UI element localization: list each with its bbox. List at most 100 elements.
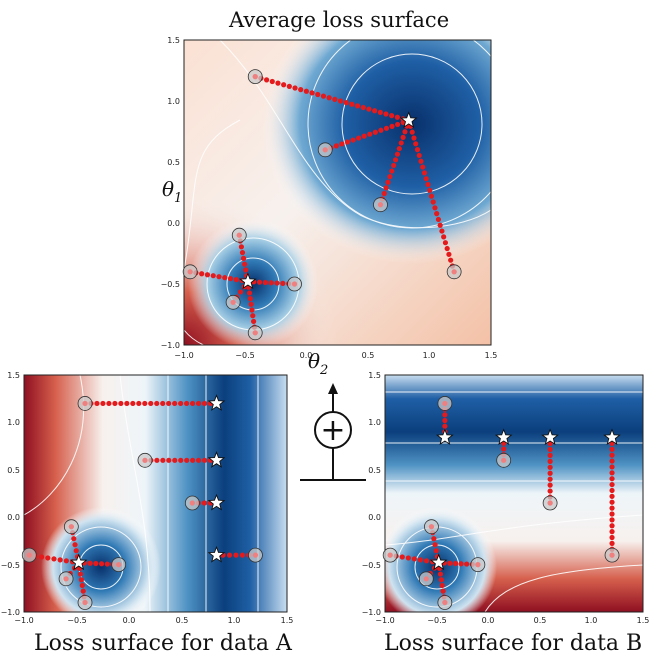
path-dot [166, 400, 172, 407]
path-dot [124, 400, 130, 407]
path-dot [118, 400, 124, 407]
minimum-star-icon [603, 428, 621, 446]
y-tick-label: 1.0 [167, 97, 180, 106]
path-dot [420, 164, 426, 170]
minimum-star-icon [238, 272, 257, 290]
path-dot [394, 151, 401, 157]
path-dot [201, 457, 208, 463]
path-dot [178, 457, 184, 463]
y-tick-label: 0.5 [7, 466, 20, 475]
path-dot [435, 216, 442, 223]
y-tick-label: 0.0 [167, 219, 180, 228]
path-dot [452, 560, 459, 567]
path-dot [442, 240, 449, 246]
x-tick-labels: −1.0 −0.5 0.0 0.5 1.0 1.5 [14, 616, 293, 625]
y-tick-label: −0.5 [161, 280, 180, 289]
minimum-star-icon [541, 428, 559, 446]
minimum-star-icon [207, 394, 226, 411]
path-dot [438, 577, 444, 583]
path-dot [172, 457, 178, 463]
start-point-dot [291, 281, 298, 287]
path-dot [394, 114, 400, 120]
path-dot [372, 129, 378, 135]
x-tick-label: 0.0 [300, 351, 313, 360]
y-tick-label: −1.0 [362, 608, 381, 617]
start-point-dot [377, 202, 384, 208]
path-dot [160, 400, 166, 407]
start-point-dot [236, 232, 242, 238]
path-dot [333, 143, 339, 149]
title-loss-surface-data-a: Loss surface for data A [34, 631, 292, 656]
path-dot [423, 176, 429, 182]
start-point-dot [322, 147, 328, 153]
minimum-star-icon [207, 451, 226, 468]
path-dot [250, 313, 256, 319]
x-tick-label: 0.5 [176, 616, 189, 625]
path-dot [434, 211, 440, 217]
theta2-symbol: θ [308, 349, 320, 373]
path-dot [233, 277, 239, 283]
path-dot [547, 482, 553, 488]
path-dot [274, 280, 280, 286]
path-dot [280, 280, 286, 286]
path-dot [78, 577, 85, 583]
x-tick-label: 1.0 [228, 616, 241, 625]
minimum-star-icon [435, 428, 454, 446]
path-dot [372, 108, 378, 114]
path-dot [439, 582, 445, 589]
path-dot [428, 193, 435, 199]
path-dot [547, 488, 553, 494]
path-dot [130, 400, 136, 407]
start-point-dot [387, 552, 393, 558]
path-dot [239, 249, 246, 256]
y-tick-label: 0.5 [167, 158, 180, 167]
path-dot [409, 129, 415, 135]
x-tick-label: 1.5 [485, 351, 498, 360]
y-tick-label: 0.5 [368, 466, 381, 475]
start-point-dot [547, 500, 553, 506]
path-dot [354, 103, 361, 109]
path-dot [94, 400, 100, 407]
path-dot [447, 560, 453, 566]
path-dot [243, 267, 249, 273]
path-dot [268, 280, 274, 286]
path-dot [609, 452, 615, 458]
path-dot [432, 205, 438, 211]
y-tick-label: 1.5 [7, 371, 20, 380]
path-dot [309, 90, 315, 96]
path-dot [210, 273, 216, 279]
path-dot [444, 245, 450, 252]
path-dot [383, 125, 390, 131]
path-dot [227, 276, 234, 282]
path-dot [439, 228, 445, 234]
path-dot [394, 121, 401, 128]
path-dot [80, 588, 86, 594]
path-dot [240, 255, 247, 261]
path-dot [356, 135, 362, 141]
path-dot [366, 106, 372, 112]
path-dot [609, 464, 615, 470]
path-dot [389, 113, 395, 119]
start-point-dot [442, 400, 448, 407]
path-dot [249, 307, 255, 313]
y-tick-label: 0.0 [7, 513, 20, 522]
path-dot [303, 88, 309, 94]
path-dot [154, 400, 160, 407]
path-dot [377, 109, 383, 115]
path-dot [385, 179, 391, 185]
start-point-dot [142, 457, 148, 463]
start-point-dot [26, 552, 32, 558]
path-dot [387, 174, 393, 180]
path-dot [263, 77, 270, 83]
path-dot [344, 139, 351, 145]
theta1-symbol: θ [162, 177, 174, 201]
path-dot [332, 96, 338, 102]
path-dot [361, 133, 367, 139]
up-arrow-icon [328, 383, 338, 394]
path-dot [71, 536, 77, 542]
path-dot [609, 534, 615, 541]
start-point-dot [82, 400, 88, 407]
path-dot [442, 417, 448, 424]
path-dot [423, 558, 430, 564]
path-dot [399, 554, 405, 560]
